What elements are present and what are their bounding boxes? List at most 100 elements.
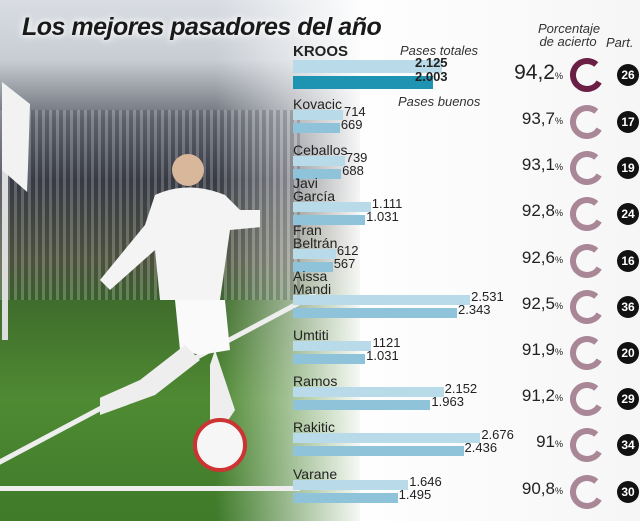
matches-badge: 24 <box>617 203 639 226</box>
player-row: KROOS 2.125 2.003 94,2% 26 <box>293 43 640 93</box>
accuracy-ring-arc <box>570 197 604 232</box>
accuracy-ring-arc <box>570 151 604 186</box>
total-passes-label: 2.531 <box>471 288 504 304</box>
accuracy-percent: 93,1% <box>522 155 563 175</box>
accuracy-ring-icon <box>570 289 604 324</box>
accuracy-percent: 91,2% <box>522 386 563 406</box>
percent-sign: % <box>554 347 563 357</box>
accuracy-ring-arc <box>570 58 604 92</box>
player-name: Varane <box>293 465 338 482</box>
good-passes-label: 1.031 <box>366 348 399 363</box>
chart-title: Los mejores pasadores del año <box>22 13 382 41</box>
header-pases-totales: Pases totales <box>400 43 479 58</box>
player-row: Kovacic 714 669 93,7% 17 <box>293 97 640 143</box>
accuracy-ring-icon <box>570 428 604 463</box>
good-passes-bar <box>293 169 342 180</box>
total-passes-bar <box>293 248 336 259</box>
player-row: Rakitic 2.676 2.436 91% 34 <box>293 420 640 466</box>
good-passes-bar <box>293 123 340 133</box>
percent-sign: % <box>554 71 563 81</box>
accuracy-value: 92,8 <box>521 201 555 221</box>
total-passes-label: 612 <box>336 242 359 258</box>
player-row: Ramos 2.152 1.963 91,2% 29 <box>293 374 640 420</box>
matches-badge: 19 <box>617 157 639 180</box>
corner-flag-pole <box>2 90 8 340</box>
accuracy-ring-arc <box>570 336 604 370</box>
total-passes-label: 1.646 <box>409 473 442 489</box>
player-name: Javi García <box>293 175 336 205</box>
accuracy-percent: 91% <box>536 432 563 452</box>
total-passes-label: 2.676 <box>481 427 514 443</box>
percent-sign: % <box>554 162 563 173</box>
accuracy-ring-icon <box>570 105 604 139</box>
accuracy-ring-icon <box>570 243 604 278</box>
accuracy-value: 92,5 <box>521 293 555 313</box>
good-passes-label: 567 <box>333 255 356 271</box>
total-passes-bar <box>293 156 345 167</box>
total-passes-label: 739 <box>345 150 368 166</box>
accuracy-ring-arc <box>570 382 604 417</box>
good-passes-bar <box>293 400 431 411</box>
accuracy-ring-arc <box>570 289 604 324</box>
accuracy-ring-icon <box>570 151 604 186</box>
percent-sign: % <box>554 208 563 219</box>
accuracy-value: 91 <box>536 432 555 452</box>
percent-sign: % <box>554 116 563 126</box>
accuracy-ring-icon <box>570 58 604 92</box>
good-passes-bar <box>293 354 366 364</box>
player-figure <box>100 154 260 472</box>
percent-sign: % <box>554 439 563 450</box>
accuracy-ring-arc <box>570 428 604 463</box>
player-name: KROOS <box>293 43 349 60</box>
matches-badge: 36 <box>617 295 639 318</box>
accuracy-ring-arc <box>570 105 604 139</box>
player-name: Umtiti <box>293 327 329 343</box>
total-passes-bar <box>293 433 481 444</box>
total-passes-bar <box>293 294 471 305</box>
corner-flag <box>2 82 30 192</box>
accuracy-value: 92,6 <box>521 247 555 267</box>
total-passes-bar <box>293 202 371 213</box>
good-passes-bar <box>293 446 464 457</box>
total-passes-bar <box>293 341 372 351</box>
player-name: Ramos <box>293 373 338 390</box>
total-passes-bar <box>293 387 444 398</box>
total-passes-bar <box>293 110 343 120</box>
total-passes-label: 2.125 <box>415 55 448 70</box>
good-passes-label: 2.436 <box>464 440 498 456</box>
matches-badge: 34 <box>617 434 639 457</box>
player-row: Aissa Mandi 2.531 2.343 92,5% 36 <box>293 269 640 328</box>
accuracy-value: 90,8 <box>521 478 555 498</box>
accuracy-percent: 93,7% <box>522 109 563 129</box>
accuracy-percent: 90,8% <box>522 479 563 499</box>
matches-badge: 29 <box>617 388 639 411</box>
accuracy-percent: 94,2% <box>514 61 563 85</box>
good-passes-label: 2.003 <box>415 69 448 84</box>
accuracy-ring-icon <box>570 382 604 417</box>
total-passes-label: 2.152 <box>444 381 478 397</box>
percent-sign: % <box>554 485 563 496</box>
pitch-line <box>0 486 300 491</box>
header-pases-buenos: Pases buenos <box>398 94 481 109</box>
accuracy-percent: 92,6% <box>522 248 563 268</box>
good-passes-bar <box>293 307 457 318</box>
stands <box>0 110 300 300</box>
header-partidos: Part. <box>606 35 634 50</box>
accuracy-ring-icon <box>570 474 604 509</box>
percent-sign: % <box>554 254 563 265</box>
accuracy-percent: 91,9% <box>522 340 563 360</box>
total-passes-label: 1.111 <box>371 196 403 212</box>
matches-badge: 17 <box>617 111 639 133</box>
accuracy-value: 91,2 <box>521 386 555 406</box>
matches-badge: 16 <box>617 249 639 272</box>
player-name: Ceballos <box>293 142 348 159</box>
matches-badge: 20 <box>617 342 639 364</box>
player-row: Varane 1.646 1.495 90,8% 30 <box>293 467 640 513</box>
good-passes-label: 688 <box>342 163 364 179</box>
accuracy-value: 93,7 <box>521 109 555 128</box>
good-passes-label: 2.343 <box>458 301 491 317</box>
player-name: Kovacic <box>293 96 343 112</box>
total-passes-label: 714 <box>343 104 366 119</box>
accuracy-ring-arc <box>570 243 604 278</box>
